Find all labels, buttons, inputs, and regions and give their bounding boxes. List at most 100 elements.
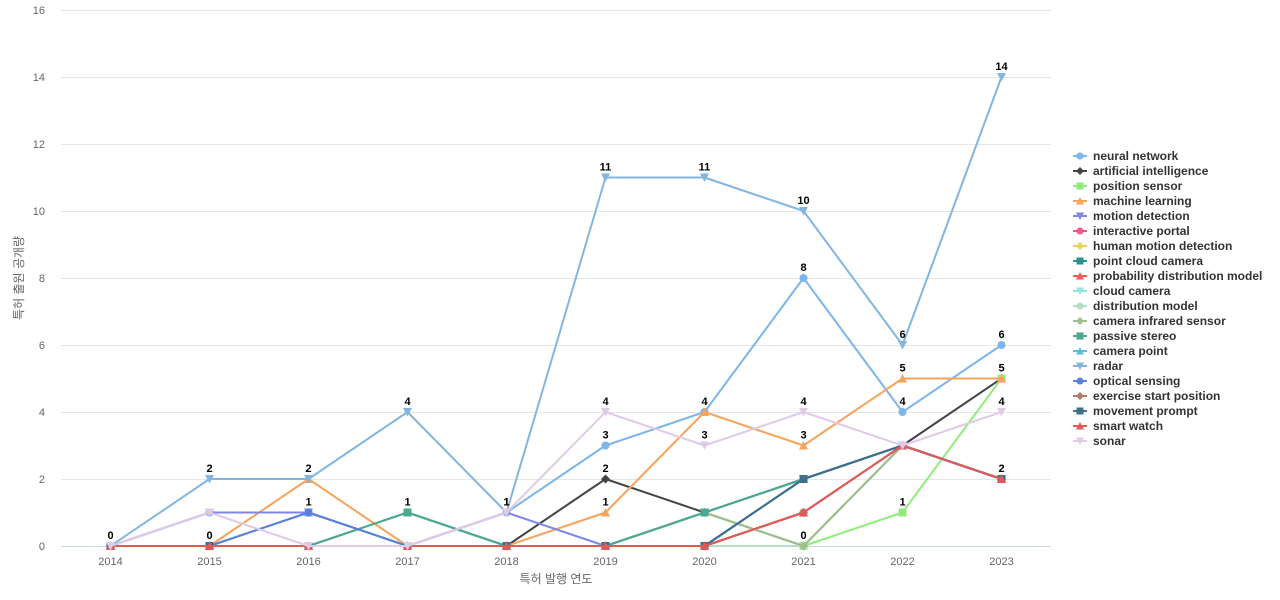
data-point[interactable]	[799, 475, 808, 483]
data-point[interactable]	[304, 542, 313, 551]
legend-item[interactable]: neural network	[1073, 149, 1179, 163]
data-point[interactable]	[700, 407, 709, 417]
data-point[interactable]	[403, 408, 412, 417]
legend-item[interactable]: point cloud camera	[1073, 254, 1203, 268]
series-line	[109, 444, 1003, 547]
y-tick-label: 2	[39, 474, 45, 486]
data-point[interactable]	[403, 508, 412, 517]
legend-swatch-marker	[1076, 347, 1084, 355]
legend-item[interactable]: movement prompt	[1073, 404, 1198, 418]
legend-item[interactable]: distribution model	[1073, 299, 1198, 313]
legend-item[interactable]: sonar	[1073, 434, 1126, 448]
data-point[interactable]	[799, 274, 808, 282]
data-point[interactable]	[799, 408, 808, 417]
data-point[interactable]	[997, 474, 1006, 484]
data-point[interactable]	[700, 173, 709, 183]
data-point[interactable]	[601, 508, 610, 517]
data-point[interactable]	[502, 508, 511, 518]
data-label: 4	[998, 396, 1005, 408]
legend-swatch-marker	[1076, 377, 1084, 385]
data-point[interactable]	[205, 541, 214, 551]
legend-item[interactable]: motion detection	[1073, 209, 1190, 223]
data-label: 1	[899, 497, 905, 509]
y-tick-label: 6	[39, 340, 45, 352]
data-point[interactable]	[403, 542, 412, 551]
legend-item[interactable]: smart watch	[1073, 419, 1163, 433]
legend-swatch-marker	[1076, 422, 1084, 430]
series-line	[109, 444, 1003, 547]
x-tick-label: 2014	[98, 556, 122, 568]
legend-swatch-marker	[1076, 287, 1084, 295]
legend-swatch-marker	[1076, 302, 1084, 310]
data-point[interactable]	[898, 341, 907, 350]
data-point[interactable]	[700, 441, 709, 451]
data-point[interactable]	[799, 441, 808, 450]
legend-item[interactable]: exercise start position	[1073, 389, 1220, 403]
data-label: 10	[797, 195, 809, 207]
series-line	[109, 444, 1003, 547]
data-point[interactable]	[898, 508, 907, 517]
x-tick-label: 2021	[791, 556, 815, 568]
data-point[interactable]	[304, 508, 313, 517]
series-line	[109, 444, 1003, 547]
data-point[interactable]	[997, 341, 1006, 349]
legend-item[interactable]: artificial intelligence	[1073, 164, 1209, 178]
legend-label: neural network	[1093, 149, 1179, 163]
data-point[interactable]	[799, 541, 808, 551]
data-point[interactable]	[502, 541, 511, 551]
series-exercise-start-position	[106, 441, 1006, 551]
series-distribution-model	[106, 441, 1006, 550]
data-point[interactable]	[205, 475, 214, 484]
data-point[interactable]	[799, 207, 808, 216]
data-point[interactable]	[700, 508, 709, 517]
legend-label: position sensor	[1093, 179, 1183, 193]
legend-label: camera point	[1093, 344, 1168, 358]
legend-item[interactable]: optical sensing	[1073, 374, 1180, 388]
legend-item[interactable]: cloud camera	[1073, 284, 1171, 298]
legend-label: artificial intelligence	[1093, 164, 1209, 178]
data-label: 0	[107, 530, 113, 542]
data-point[interactable]	[898, 441, 907, 451]
legend-item[interactable]: camera infrared sensor	[1073, 314, 1226, 328]
legend-item[interactable]: interactive portal	[1073, 224, 1190, 238]
data-point[interactable]	[601, 541, 610, 551]
data-point[interactable]	[997, 374, 1006, 383]
legend-item[interactable]: probability distribution model	[1073, 269, 1262, 283]
data-point[interactable]	[205, 508, 214, 518]
data-label: 4	[899, 396, 906, 408]
data-point[interactable]	[601, 408, 610, 417]
data-point[interactable]	[304, 475, 313, 484]
data-label: 2	[998, 463, 1004, 475]
y-tick-label: 4	[39, 407, 45, 419]
data-point[interactable]	[700, 541, 709, 551]
data-point[interactable]	[106, 542, 115, 551]
x-tick-label: 2019	[593, 556, 617, 568]
data-point[interactable]	[997, 73, 1006, 82]
series-probability-distribution-model	[106, 441, 1006, 550]
data-point[interactable]	[601, 173, 610, 183]
data-point[interactable]	[601, 441, 610, 450]
data-point[interactable]	[997, 408, 1006, 417]
data-point[interactable]	[898, 374, 907, 383]
legend-item[interactable]: machine learning	[1073, 194, 1192, 208]
legend-item[interactable]: camera point	[1073, 344, 1168, 358]
series-line	[109, 444, 1003, 547]
legend-swatch-marker	[1076, 257, 1084, 265]
data-point[interactable]	[601, 474, 610, 484]
legend-item[interactable]: position sensor	[1073, 179, 1183, 193]
legend-label: probability distribution model	[1093, 269, 1262, 283]
x-tick-label: 2023	[989, 556, 1013, 568]
legend-item[interactable]: radar	[1073, 359, 1123, 373]
legend-swatch-marker	[1076, 272, 1084, 280]
legend-label: human motion detection	[1093, 239, 1232, 253]
data-point[interactable]	[799, 508, 808, 517]
legend-item[interactable]: human motion detection	[1073, 239, 1232, 253]
data-label: 3	[800, 430, 806, 442]
data-point[interactable]	[898, 408, 907, 416]
series-line	[109, 444, 1003, 547]
legend-label: smart watch	[1093, 419, 1163, 433]
legend-item[interactable]: passive stereo	[1073, 329, 1176, 343]
